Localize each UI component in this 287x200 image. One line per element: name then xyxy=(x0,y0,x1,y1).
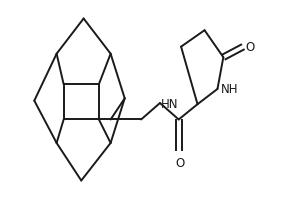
Text: O: O xyxy=(245,41,255,54)
Text: HN: HN xyxy=(161,97,179,110)
Text: O: O xyxy=(175,156,185,169)
Text: NH: NH xyxy=(221,83,238,96)
